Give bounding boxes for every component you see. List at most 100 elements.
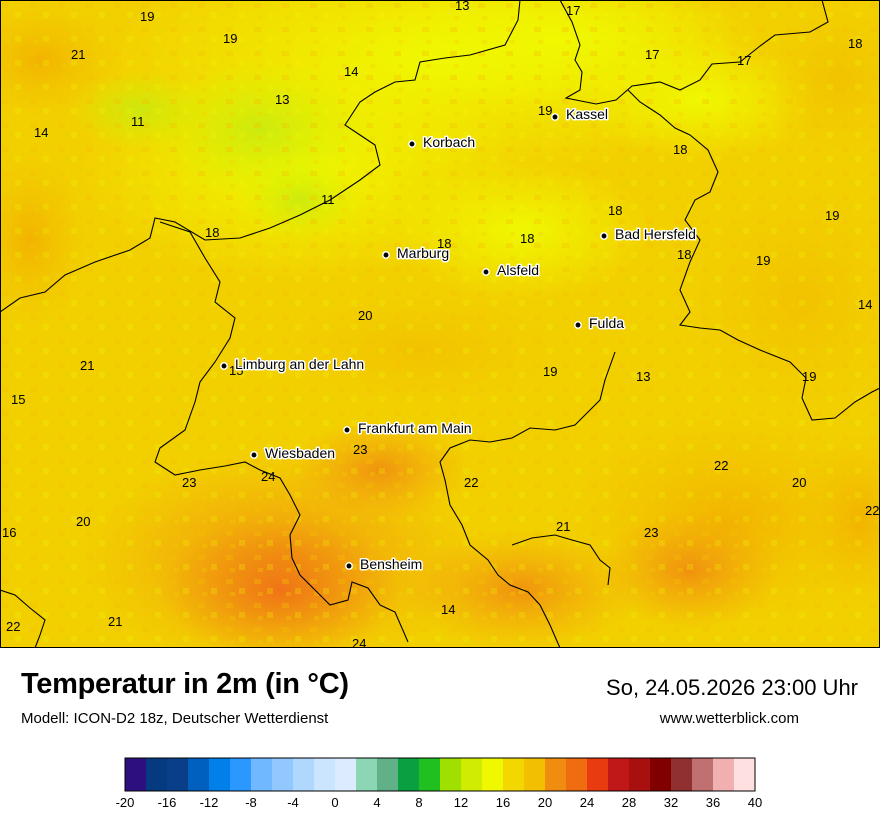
value-label: 23 (353, 442, 367, 457)
scale-swatch (692, 758, 714, 791)
scale-tick-label: 40 (748, 795, 762, 810)
city-limburg-an-der-lahn[interactable]: Limburg an der Lahn (220, 355, 366, 374)
city-wiesbaden[interactable]: Wiesbaden (250, 444, 337, 463)
scale-swatch (671, 758, 693, 791)
scale-swatch (713, 758, 735, 791)
value-label: 13 (455, 0, 469, 13)
value-label: 19 (756, 253, 770, 268)
scale-tick-label: 0 (331, 795, 338, 810)
value-label: 23 (182, 475, 196, 490)
value-label: 19 (140, 9, 154, 24)
value-label: 21 (556, 519, 570, 534)
value-label: 19 (543, 364, 557, 379)
svg-text:Fulda: Fulda (589, 315, 624, 331)
scale-tick-label: 20 (538, 795, 552, 810)
scale-swatch (650, 758, 672, 791)
temperature-map[interactable]: 13 17 19 19 21 14 17 18 13 11 14 17 19 1… (0, 0, 880, 648)
scale-tick-label: -16 (158, 795, 177, 810)
scale-swatch (398, 758, 420, 791)
value-label: 15 (11, 392, 25, 407)
value-label: 20 (358, 308, 372, 323)
scale-tick-label: 8 (415, 795, 422, 810)
value-label: 17 (645, 47, 659, 62)
value-label: 24 (352, 636, 366, 648)
svg-text:Limburg an der Lahn: Limburg an der Lahn (235, 356, 364, 372)
value-label: 14 (441, 602, 455, 617)
value-label: 13 (275, 92, 289, 107)
scale-swatch (314, 758, 336, 791)
value-label: 18 (848, 36, 862, 51)
value-label: 20 (76, 514, 90, 529)
value-label: 18 (677, 247, 691, 262)
svg-text:Korbach: Korbach (423, 134, 475, 150)
svg-text:Wiesbaden: Wiesbaden (265, 445, 335, 461)
city-frankfurt-am-main[interactable]: Frankfurt am Main (343, 419, 473, 438)
value-label: 15 (229, 363, 243, 378)
scale-swatch (524, 758, 546, 791)
value-label: 21 (80, 358, 94, 373)
svg-text:Kassel: Kassel (566, 106, 608, 122)
value-label: 23 (644, 525, 658, 540)
value-label: 16 (2, 525, 16, 540)
value-label: 22 (714, 458, 728, 473)
scale-swatch (608, 758, 630, 791)
city-bad-hersfeld[interactable]: Bad Hersfeld (600, 225, 697, 244)
value-label: 21 (71, 47, 85, 62)
value-label: 11 (131, 114, 145, 129)
scale-swatch (230, 758, 252, 791)
svg-text:Bad Hersfeld: Bad Hersfeld (615, 226, 696, 242)
city-korbach[interactable]: Korbach (408, 133, 477, 152)
value-label: 19 (223, 31, 237, 46)
scale-tick-label: 36 (706, 795, 720, 810)
color-scale-legend: -20 -16 -12 -8 -4 0 4 8 12 16 20 24 28 32 36 40 (110, 756, 770, 816)
scale-tick-label: 4 (373, 795, 380, 810)
temperature-values: 13 17 19 19 21 14 17 18 13 11 14 17 19 1… (2, 0, 879, 648)
scale-swatch (272, 758, 294, 791)
value-label: 19 (538, 103, 552, 118)
scale-tick-label: -12 (200, 795, 219, 810)
value-label: 13 (636, 369, 650, 384)
city-marburg[interactable]: Marburg (382, 244, 451, 263)
scale-tick-label: -4 (287, 795, 299, 810)
value-label: 22 (6, 619, 20, 634)
scale-tick-label: 12 (454, 795, 468, 810)
value-label: 19 (825, 208, 839, 223)
value-label: 18 (608, 203, 622, 218)
scale-swatch (503, 758, 525, 791)
value-label: 18 (205, 225, 219, 240)
value-label: 18 (520, 231, 534, 246)
scale-swatch (293, 758, 315, 791)
scale-swatch (734, 758, 756, 791)
forecast-datetime: So, 24.05.2026 23:00 Uhr (606, 675, 858, 700)
value-label: 22 (464, 475, 478, 490)
map-title: Temperatur in 2m (in °C) (21, 668, 349, 700)
value-label: 24 (261, 469, 275, 484)
scale-swatch (440, 758, 462, 791)
scale-swatch (629, 758, 651, 791)
city-fulda[interactable]: Fulda (574, 314, 626, 333)
value-label: 19 (802, 369, 816, 384)
scale-swatch (335, 758, 357, 791)
value-label: 14 (344, 64, 358, 79)
scale-tick-label: 28 (622, 795, 636, 810)
value-label: 20 (792, 475, 806, 490)
scale-swatch (377, 758, 399, 791)
website-link[interactable]: www.wetterblick.com (659, 710, 799, 727)
city-bensheim[interactable]: Bensheim (345, 555, 424, 574)
svg-text:Alsfeld: Alsfeld (497, 262, 539, 278)
city-markers: Kassel Korbach Bad Hersfeld Marburg Alsf… (220, 105, 697, 574)
scale-swatch (566, 758, 588, 791)
scale-tick-label: -20 (116, 795, 135, 810)
value-label: 17 (737, 53, 751, 68)
scale-tick-label: 32 (664, 795, 678, 810)
scale-swatch (545, 758, 567, 791)
scale-swatch (587, 758, 609, 791)
svg-text:Marburg: Marburg (397, 245, 449, 261)
scale-swatch (146, 758, 168, 791)
city-alsfeld[interactable]: Alsfeld (482, 261, 541, 280)
value-label: 17 (566, 3, 580, 18)
city-kassel[interactable]: Kassel (551, 105, 610, 124)
map-footer: Temperatur in 2m (in °C) Modell: ICON-D2… (0, 648, 880, 830)
scale-swatch (419, 758, 441, 791)
svg-text:Bensheim: Bensheim (360, 556, 422, 572)
